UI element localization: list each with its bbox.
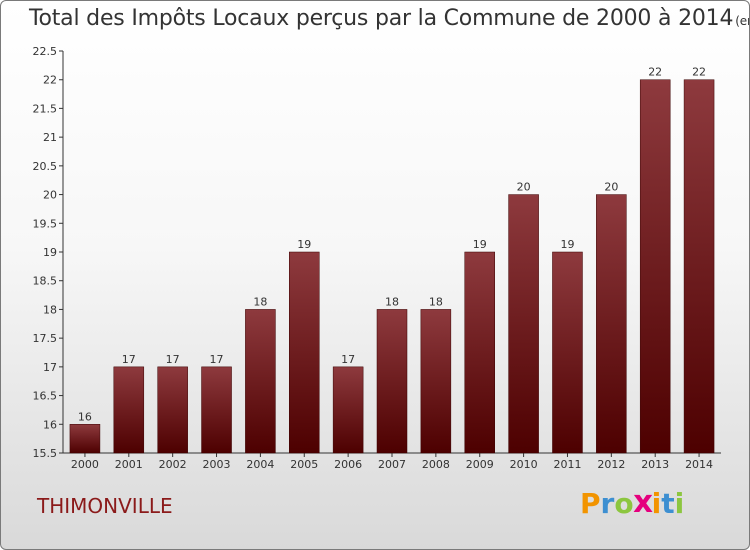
value-label: 19 [560, 238, 574, 251]
y-tick-label: 16.5 [33, 390, 58, 403]
bar [157, 366, 188, 454]
x-tick-label: 2008 [422, 458, 450, 471]
x-tick-label: 2007 [378, 458, 406, 471]
bar [289, 251, 320, 454]
bar [245, 309, 276, 454]
bar [332, 366, 364, 454]
x-tick-label: 2001 [115, 458, 143, 471]
value-label: 18 [429, 295, 443, 308]
y-tick-label: 20 [43, 189, 57, 202]
logo-letter: o [614, 487, 634, 520]
x-tick-label: 2011 [553, 458, 581, 471]
chart-unit: (en milliers d'€) [735, 14, 749, 28]
value-label: 18 [385, 295, 399, 308]
y-tick-label: 21.5 [33, 102, 58, 115]
value-label: 20 [517, 181, 531, 194]
chart-labels: 15.5 16 16.5 17 17.5 18 18.5 19 19.5 20 20.5 21 21.5… [33, 45, 714, 471]
x-tick-label: 2002 [159, 458, 187, 471]
y-tick-label: 18.5 [33, 275, 58, 288]
value-label: 19 [473, 238, 487, 251]
bar [639, 79, 671, 454]
chart-bars [69, 79, 715, 454]
x-tick-label: 2009 [466, 458, 494, 471]
y-tick-label: 16 [43, 418, 57, 431]
y-tick-label: 17 [43, 361, 57, 374]
value-label: 17 [166, 353, 180, 366]
chart-title-text: Total des Impôts Locaux perçus par la Co… [29, 6, 734, 31]
bar [683, 79, 715, 454]
bar [376, 309, 408, 454]
x-tick-label: 2014 [685, 458, 713, 471]
x-tick-label: 2003 [203, 458, 231, 471]
y-tick-label: 18 [43, 303, 57, 316]
bar [69, 424, 101, 454]
bar [113, 366, 145, 454]
bar [464, 251, 495, 454]
bar [552, 251, 583, 454]
value-label: 16 [78, 410, 92, 423]
value-label: 18 [253, 295, 267, 308]
logo-letter: i [674, 487, 685, 520]
logo-letter: P [580, 487, 601, 520]
logo-letter: r [600, 487, 615, 520]
proxiti-logo: Proxiti [580, 483, 685, 520]
y-tick-label: 19 [43, 246, 57, 259]
x-tick-label: 2012 [597, 458, 625, 471]
value-label: 17 [341, 353, 355, 366]
chart-title: Total des Impôts Locaux perçus par la Co… [29, 6, 749, 31]
y-tick-label: 22.5 [33, 45, 58, 58]
x-tick-label: 2000 [71, 458, 99, 471]
y-tick-label: 20.5 [33, 160, 58, 173]
logo-letter: t [661, 487, 675, 520]
value-label: 17 [210, 353, 224, 366]
value-label: 17 [122, 353, 136, 366]
y-tick-label: 17.5 [33, 332, 58, 345]
y-tick-label: 21 [43, 131, 57, 144]
x-tick-label: 2010 [510, 458, 538, 471]
commune-name: THIMONVILLE [37, 494, 173, 518]
y-tick-label: 15.5 [33, 447, 58, 460]
value-label: 22 [692, 66, 706, 79]
logo-letter: x [632, 483, 653, 520]
value-label: 19 [297, 238, 311, 251]
x-tick-label: 2005 [290, 458, 318, 471]
logo-letter: i [651, 487, 662, 520]
bar [596, 194, 627, 454]
value-label: 22 [648, 66, 662, 79]
bar [508, 194, 539, 454]
x-tick-label: 2013 [641, 458, 669, 471]
bar [201, 366, 232, 454]
x-tick-label: 2004 [246, 458, 274, 471]
y-tick-label: 19.5 [33, 217, 58, 230]
bar [420, 309, 452, 454]
value-label: 20 [604, 181, 618, 194]
x-tick-label: 2006 [334, 458, 362, 471]
y-tick-label: 22 [43, 74, 57, 87]
